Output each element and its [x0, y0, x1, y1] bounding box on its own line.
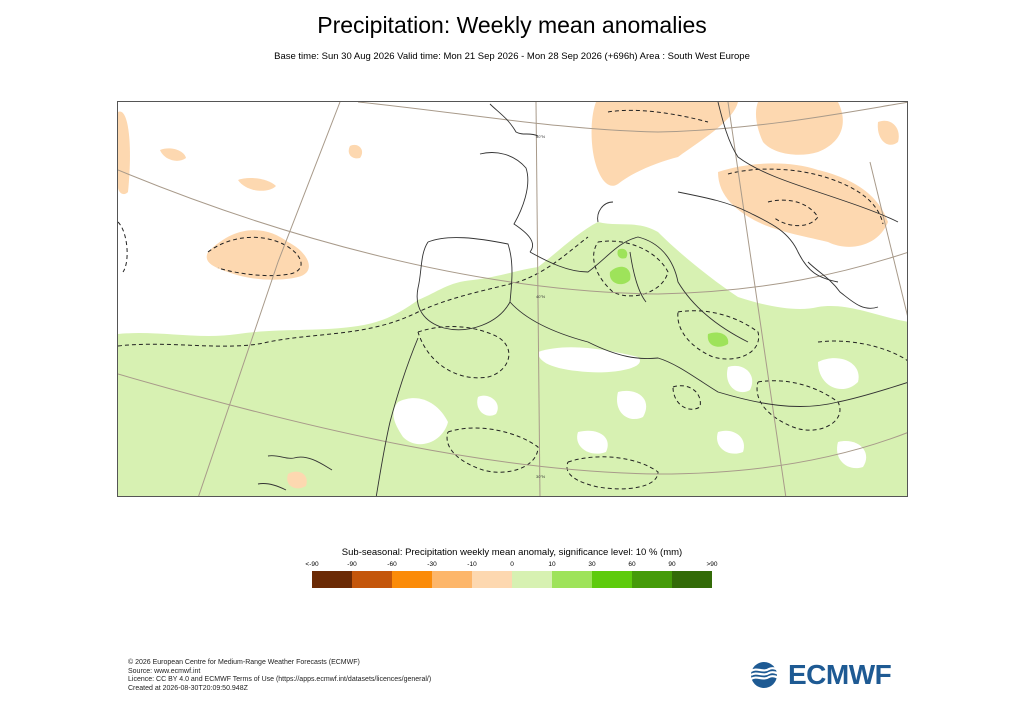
- graticule-label: 50°N: [536, 134, 545, 139]
- graticule: [118, 102, 907, 496]
- legend-tick-label: 0: [510, 561, 514, 568]
- ecmwf-logo-text: ECMWF: [788, 659, 892, 690]
- legend-tick-label: 90: [668, 561, 676, 568]
- legend-swatch: [392, 571, 432, 588]
- legend-tick-label: 30: [588, 561, 596, 568]
- near-normal-patches: [393, 347, 867, 469]
- legend-tick-label: -60: [387, 561, 397, 568]
- legend-tick-label: 10: [548, 561, 556, 568]
- legend-swatch: [312, 571, 352, 588]
- legend-labels: <-90 -90 -60 -30 -10 0 10 30 60 90 >90: [305, 561, 717, 571]
- graticule-label-marks: 50°N 40°N 30°N: [536, 134, 545, 479]
- footer-created: Created at 2026-08-30T20:09:50.948Z: [128, 684, 248, 692]
- legend-tick-label: -10: [467, 561, 477, 568]
- legend-tick-label: <-90: [305, 561, 319, 568]
- strong-positive-patches: [609, 248, 729, 347]
- legend-tick-label: -90: [347, 561, 357, 568]
- legend-swatch: [472, 571, 512, 588]
- legend-swatch: [552, 571, 592, 588]
- legend-swatch: [672, 571, 712, 588]
- ecmwf-logo-icon: [750, 662, 782, 688]
- legend-swatch: [632, 571, 672, 588]
- map-panel[interactable]: 50°N 40°N 30°N: [117, 101, 908, 497]
- legend-tick-label: >90: [706, 561, 718, 568]
- footer-licence: Licence: CC BY 4.0 and ECMWF Terms of Us…: [128, 676, 432, 684]
- ecmwf-logo: ECMWF: [748, 659, 898, 690]
- footer: © 2026 European Centre for Medium-Range …: [128, 659, 431, 693]
- graticule-label: 40°N: [536, 294, 545, 299]
- legend-tick-label: -30: [427, 561, 437, 568]
- map-canvas: 50°N 40°N 30°N: [118, 102, 907, 496]
- footer-source: Source: www.ecmwf.int: [128, 667, 201, 675]
- legend-swatch: [512, 571, 552, 588]
- graticule-label: 30°N: [536, 474, 545, 479]
- legend-swatch: [432, 571, 472, 588]
- chart-subtitle: Base time: Sun 30 Aug 2026 Valid time: M…: [274, 51, 750, 62]
- positive-anomaly-area: [118, 222, 907, 496]
- chart-title: Precipitation: Weekly mean anomalies: [317, 12, 707, 38]
- legend-tick-label: 60: [628, 561, 636, 568]
- footer-copyright: © 2026 European Centre for Medium-Range …: [128, 659, 360, 666]
- legend-colorbar: [312, 571, 712, 588]
- coastlines: [257, 102, 907, 496]
- legend-swatch: [592, 571, 632, 588]
- significance-contours: [118, 109, 907, 490]
- legend-title: Sub-seasonal: Precipitation weekly mean …: [341, 547, 683, 558]
- legend-swatch: [352, 571, 392, 588]
